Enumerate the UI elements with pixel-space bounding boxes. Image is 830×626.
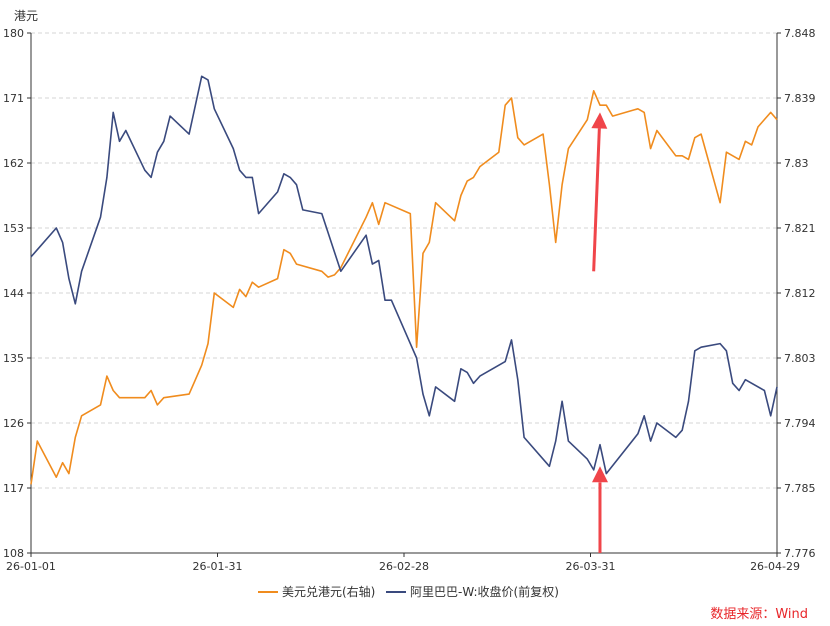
x-axis-ticks: 26-01-01 26-01-31 26-02-28 26-03-31 26-04-29 — [6, 553, 800, 573]
arrow-head-2 — [592, 466, 608, 483]
right-tick-label: 7.848 — [784, 27, 816, 40]
left-axis-unit: 港元 — [14, 9, 38, 23]
series-line-2 — [30, 75, 778, 475]
left-tick-label: 180 — [3, 27, 24, 40]
right-tick-label: 7.821 — [784, 222, 816, 235]
left-tick-label: 135 — [3, 352, 24, 365]
left-tick-label: 153 — [3, 222, 24, 235]
arrow-head-1 — [591, 112, 608, 129]
x-tick-label: 26-02-28 — [379, 560, 429, 573]
annotations — [591, 112, 608, 553]
series-lines — [30, 75, 778, 485]
x-tick-label: 26-04-29 — [750, 560, 800, 573]
x-tick-label: 26-01-31 — [193, 560, 243, 573]
left-tick-label: 108 — [3, 547, 24, 560]
left-tick-label: 171 — [3, 92, 24, 105]
left-tick-label: 162 — [3, 157, 24, 170]
x-tick-label: 26-01-01 — [6, 560, 56, 573]
series-line-1 — [30, 90, 778, 485]
left-tick-label: 126 — [3, 417, 24, 430]
right-tick-label: 7.83 — [784, 157, 809, 170]
left-tick-label: 117 — [3, 482, 24, 495]
legend-label-1: 美元兑港元(右轴) — [282, 584, 375, 599]
right-tick-label: 7.785 — [784, 482, 816, 495]
source-note: 数据来源：Wind — [710, 607, 808, 622]
gridlines — [31, 32, 777, 489]
arrow-shaft-1 — [592, 128, 601, 272]
right-tick-label: 7.803 — [784, 352, 816, 365]
right-tick-label: 7.812 — [784, 287, 816, 300]
left-axis-ticks: 180 171 162 153 144 135 126 117 108 — [3, 27, 31, 560]
right-tick-label: 7.776 — [784, 547, 816, 560]
right-tick-label: 7.794 — [784, 417, 816, 430]
right-axis-ticks: 7.848 7.839 7.83 7.821 7.812 7.803 7.794 7.785 7… — [777, 27, 816, 560]
right-tick-label: 7.839 — [784, 92, 816, 105]
legend: 美元兑港元(右轴) 阿里巴巴-W:收盘价(前复权) — [258, 584, 559, 599]
x-tick-label: 26-03-31 — [566, 560, 616, 573]
left-tick-label: 144 — [3, 287, 24, 300]
legend-label-2: 阿里巴巴-W:收盘价(前复权) — [410, 584, 559, 599]
